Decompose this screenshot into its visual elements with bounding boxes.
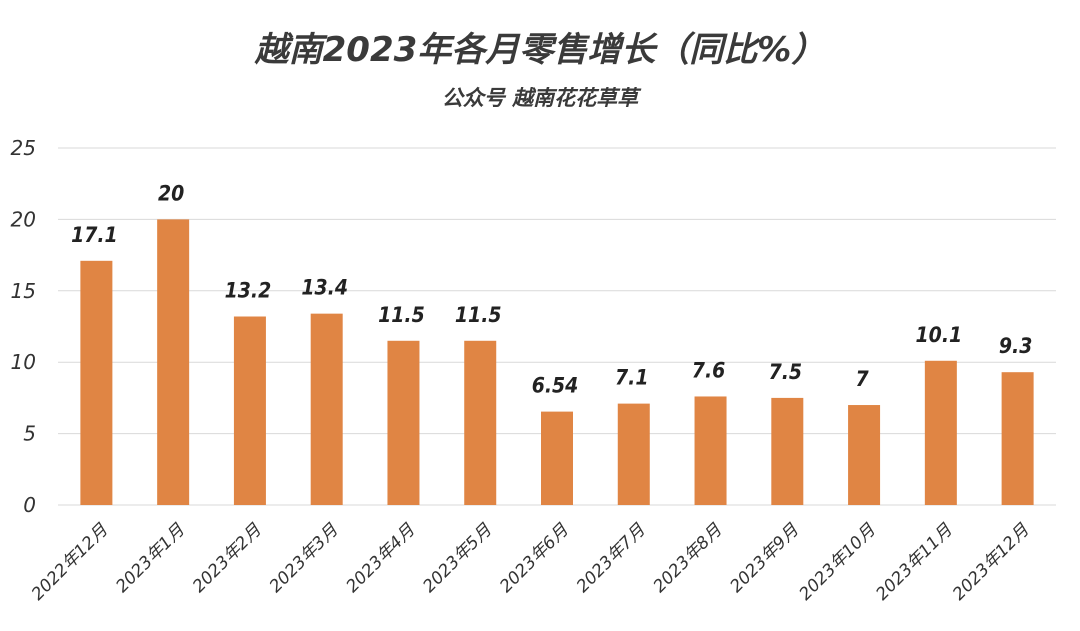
chart-subtitle: 公众号 越南花花草草 — [441, 86, 639, 110]
data-labels: 17.1 20 13.2 13.4 11.5 11.5 6.54 7.1 7.6 7.5 7 10.1… — [71, 181, 1032, 397]
y-tick-label: 15 — [11, 279, 36, 303]
data-label: 7.6 — [692, 358, 725, 382]
bar — [617, 403, 650, 505]
data-label: 13.2 — [225, 279, 272, 303]
y-tick-label: 10 — [11, 350, 36, 374]
data-label: 11.5 — [455, 303, 502, 327]
x-tick-label: 2023年3月 — [266, 520, 343, 597]
x-tick-label: 2023年2月 — [189, 520, 266, 597]
data-label: 20 — [158, 181, 184, 205]
data-label: 7 — [855, 367, 869, 391]
data-label: 7.1 — [615, 366, 648, 390]
data-label: 13.4 — [301, 276, 348, 300]
x-tick-label: 2023年8月 — [650, 520, 727, 597]
y-tick-label: 5 — [23, 422, 36, 446]
x-tick-label: 2023年9月 — [726, 520, 803, 597]
x-tick-label: 2023年10月 — [796, 520, 881, 605]
bar — [387, 340, 420, 505]
y-tick-label: 20 — [11, 207, 36, 231]
data-label: 10.1 — [916, 323, 963, 347]
bar — [1001, 372, 1034, 505]
x-tick-label: 2023年5月 — [419, 520, 496, 597]
y-axis-ticks: 0 5 10 15 20 25 — [11, 136, 36, 517]
bar — [771, 397, 804, 505]
bar — [157, 219, 190, 505]
x-tick-label: 2023年1月 — [112, 520, 189, 597]
data-label: 6.54 — [532, 374, 579, 398]
y-tick-label: 0 — [23, 493, 36, 517]
x-axis-ticks: 2022年12月 2023年1月 2023年2月 2023年3月 2023年4月 2023… — [28, 520, 1034, 605]
x-tick-label: 2023年4月 — [343, 520, 420, 597]
bar — [848, 405, 881, 505]
x-tick-label: 2022年12月 — [28, 520, 113, 605]
bar — [464, 340, 497, 505]
data-label: 11.5 — [378, 303, 425, 327]
bar — [541, 411, 573, 505]
bar — [233, 316, 266, 505]
y-tick-label: 25 — [11, 136, 36, 160]
bar — [924, 360, 957, 505]
chart-title: 越南2023年各月零售增长（同比%） — [254, 30, 826, 70]
data-label: 17.1 — [71, 223, 118, 247]
x-tick-label: 2023年11月 — [872, 520, 957, 605]
bar — [694, 396, 727, 505]
x-tick-label: 2023年7月 — [573, 520, 650, 597]
x-tick-label: 2023年6月 — [496, 520, 573, 597]
data-label: 7.5 — [769, 360, 802, 384]
bar — [80, 260, 113, 505]
bars — [80, 219, 1034, 505]
bar — [310, 313, 343, 505]
data-label: 9.3 — [999, 334, 1032, 358]
x-tick-label: 2023年12月 — [949, 520, 1034, 605]
